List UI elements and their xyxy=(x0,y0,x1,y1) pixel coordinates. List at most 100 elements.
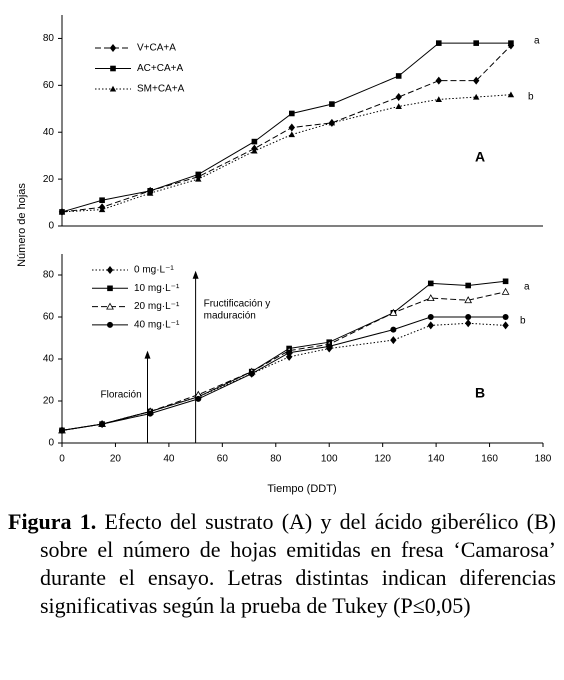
marker xyxy=(289,110,295,117)
y-tick-label: 0 xyxy=(48,221,54,232)
x-tick-label: 140 xyxy=(428,454,445,465)
marker xyxy=(464,319,472,328)
x-tick-label: 160 xyxy=(481,454,498,465)
marker xyxy=(435,96,442,102)
series-line xyxy=(61,45,512,213)
marker xyxy=(465,282,471,289)
marker xyxy=(328,119,336,126)
x-tick-label: 80 xyxy=(270,454,282,465)
legend-label: AC+CA+A xyxy=(137,63,183,74)
caption-label: Figura 1. xyxy=(8,509,97,534)
marker xyxy=(502,321,509,330)
marker xyxy=(110,65,116,72)
marker xyxy=(426,294,435,302)
marker xyxy=(508,40,514,46)
marker xyxy=(195,171,202,178)
marker xyxy=(146,189,154,196)
significance-letter: b xyxy=(520,316,526,327)
y-tick-label: 80 xyxy=(43,33,55,44)
x-tick-label: 120 xyxy=(374,454,391,465)
series-line xyxy=(61,291,506,431)
x-axis-label: Tiempo (DDT) xyxy=(267,483,336,495)
marker xyxy=(286,349,293,356)
marker xyxy=(435,76,442,85)
y-tick-label: 40 xyxy=(43,354,55,365)
marker xyxy=(107,285,113,292)
significance-letter: b xyxy=(528,92,534,103)
legend-label: 10 mg·L⁻¹ xyxy=(134,283,180,294)
annotation: Floración xyxy=(101,390,142,401)
marker xyxy=(502,278,509,285)
series-line xyxy=(61,322,506,431)
y-tick-label: 20 xyxy=(43,174,55,185)
marker xyxy=(107,321,113,328)
marker xyxy=(390,326,397,333)
marker xyxy=(395,93,402,102)
marker xyxy=(464,296,473,304)
legend-label: SM+CA+A xyxy=(137,84,185,95)
x-tick-label: 0 xyxy=(59,454,65,465)
marker xyxy=(251,147,258,154)
marker xyxy=(507,91,515,98)
marker xyxy=(99,197,105,204)
marker xyxy=(99,421,106,428)
marker xyxy=(59,427,65,434)
legend-label: 0 mg·L⁻¹ xyxy=(134,265,174,276)
marker xyxy=(195,175,202,182)
marker xyxy=(288,123,296,132)
marker xyxy=(195,395,202,402)
marker xyxy=(98,206,106,213)
marker xyxy=(465,314,472,320)
y-axis-label: Número de hojas xyxy=(16,183,28,267)
marker xyxy=(109,85,117,92)
caption-text: Efecto del sustrato (A) y del ácido gibe… xyxy=(40,509,556,618)
marker xyxy=(427,314,434,320)
marker xyxy=(329,101,335,107)
marker xyxy=(106,302,114,310)
legend-label: V+CA+A xyxy=(137,43,176,54)
marker xyxy=(58,208,66,215)
arrow-head xyxy=(144,350,151,359)
chart: Número de hojas Tiempo (DDT) 0 20 40 60 80 V+… xyxy=(16,15,552,495)
caption: Figura 1. Efecto del sustrato (A) y del … xyxy=(8,508,556,620)
marker xyxy=(390,336,397,345)
marker xyxy=(109,44,117,52)
marker xyxy=(395,73,402,79)
significance-letter: a xyxy=(524,282,530,293)
significance-letter: a xyxy=(534,36,540,47)
marker xyxy=(248,370,255,377)
x-tick-label: 60 xyxy=(217,454,229,465)
x-tick-label: 180 xyxy=(535,454,552,465)
y-tick-label: 80 xyxy=(43,270,55,281)
panel-label: A xyxy=(475,149,485,165)
marker xyxy=(427,321,434,330)
marker xyxy=(501,287,510,295)
y-tick-label: 0 xyxy=(48,438,54,449)
annotation: maduración xyxy=(204,310,256,321)
y-tick-label: 20 xyxy=(43,396,55,407)
marker xyxy=(147,410,154,417)
marker xyxy=(288,131,296,138)
legend-label: 20 mg·L⁻¹ xyxy=(134,301,180,312)
y-tick-label: 60 xyxy=(43,312,55,323)
marker xyxy=(473,40,479,46)
marker xyxy=(251,138,258,145)
marker xyxy=(389,308,398,316)
marker xyxy=(435,40,442,46)
x-tick-label: 40 xyxy=(163,454,175,465)
series-line xyxy=(61,94,511,213)
marker xyxy=(326,343,333,350)
marker xyxy=(427,280,434,287)
y-tick-label: 60 xyxy=(43,80,55,91)
x-tick-label: 20 xyxy=(110,454,122,465)
arrow-head xyxy=(192,270,199,279)
legend-label: 40 mg·L⁻¹ xyxy=(134,320,180,331)
panel-label: B xyxy=(475,385,485,401)
marker xyxy=(395,103,402,109)
y-tick-label: 40 xyxy=(43,127,55,138)
marker xyxy=(472,93,480,100)
marker xyxy=(502,314,509,320)
marker xyxy=(472,76,480,85)
marker xyxy=(106,266,114,274)
